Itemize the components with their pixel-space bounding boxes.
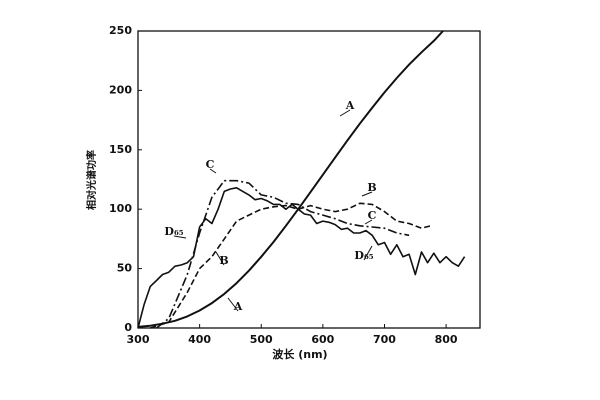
- label-leader: [364, 219, 373, 225]
- y-tick-label: 0: [124, 321, 132, 334]
- series-line: [137, 30, 444, 328]
- series-line: [137, 187, 466, 329]
- plot-frame: [137, 30, 481, 329]
- y-tick-label: 50: [117, 262, 133, 275]
- curve-label: B: [367, 181, 376, 194]
- label-leader: [173, 235, 187, 239]
- label-leader: [339, 109, 351, 117]
- curve-label: C: [368, 209, 377, 222]
- y-tick-label: 100: [109, 202, 132, 215]
- y-axis-label: 相对光谱功率: [85, 150, 98, 210]
- x-tick-label: 500: [250, 333, 273, 346]
- x-tick-label: 600: [311, 333, 334, 346]
- label-leader: [209, 168, 217, 174]
- curve-label: C: [206, 158, 215, 171]
- label-leader: [361, 191, 373, 197]
- curve-label: A: [345, 99, 355, 112]
- curve-label: D₆₅: [354, 249, 373, 262]
- x-tick-label: 700: [373, 333, 396, 346]
- curve-label: B: [219, 254, 228, 267]
- x-tick-label: 400: [188, 333, 211, 346]
- series-line: [150, 202, 431, 329]
- y-tick-label: 150: [109, 143, 132, 156]
- x-tick-label: 300: [127, 333, 150, 346]
- y-tick-label: 200: [109, 83, 132, 96]
- x-axis-label: 波长 (nm): [272, 347, 327, 361]
- curve-label: D₆₅: [164, 225, 183, 238]
- x-tick-label: 800: [435, 333, 458, 346]
- curve-label: A: [233, 300, 243, 313]
- label-leader: [227, 297, 239, 312]
- label-leader: [215, 251, 225, 266]
- label-leader: [363, 245, 373, 261]
- y-tick-label: 250: [109, 24, 132, 37]
